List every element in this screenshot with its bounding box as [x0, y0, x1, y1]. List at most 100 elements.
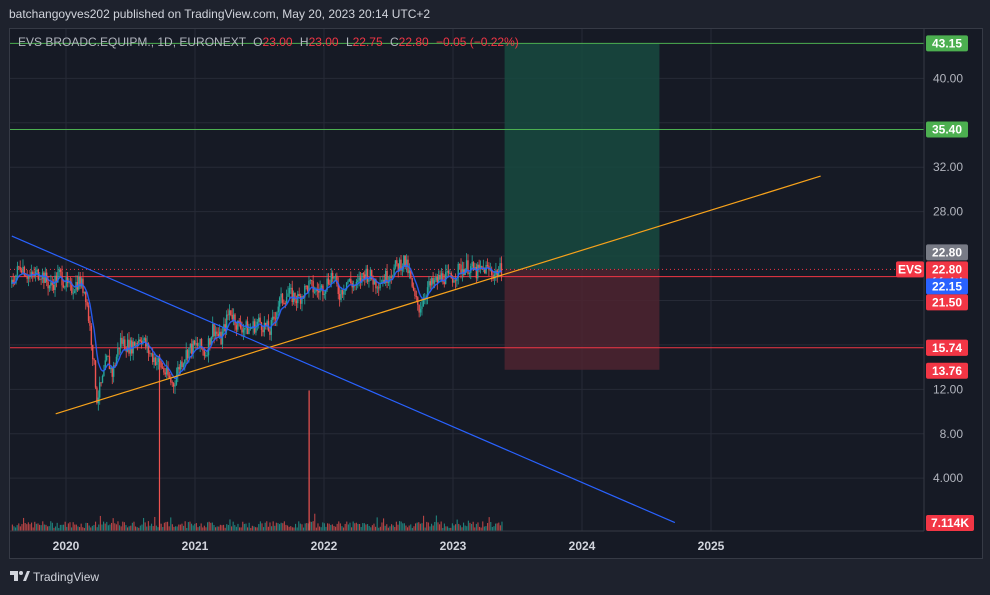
candle-body	[231, 314, 233, 320]
y-tick-label: 4.000	[933, 471, 963, 485]
candle-body	[262, 329, 264, 333]
volume-bar	[392, 525, 394, 531]
candle-body	[362, 273, 365, 275]
volume-bar	[114, 523, 116, 531]
candle-body	[341, 290, 344, 295]
volume-bar	[375, 526, 377, 531]
candle-body	[457, 263, 459, 278]
candle-body	[271, 316, 274, 320]
candle-body	[122, 339, 125, 344]
candle-body	[192, 340, 194, 354]
volume-bar	[218, 526, 220, 531]
candle-body	[235, 325, 238, 330]
candle-body	[140, 341, 143, 344]
candle-body	[90, 325, 93, 346]
volume-bar	[226, 524, 228, 531]
volume-bar	[128, 526, 130, 531]
volume-bar	[234, 525, 236, 531]
candle-body	[100, 382, 102, 384]
volume-bar	[352, 521, 354, 531]
open-value: 23.00	[262, 35, 293, 49]
volume-bar	[485, 526, 487, 531]
volume-bar	[285, 524, 287, 531]
candle-body	[111, 367, 113, 377]
candle-body	[225, 314, 228, 332]
volume-bar	[386, 524, 388, 531]
volume-bar	[219, 524, 221, 531]
y-tick-label: 28.00	[933, 205, 963, 219]
volume-bar	[171, 524, 173, 531]
candle-body	[274, 318, 277, 320]
candle-body	[79, 276, 81, 287]
volume-bar	[467, 520, 469, 531]
candle-body	[288, 288, 291, 294]
candle-body	[497, 271, 500, 277]
x-tick-label: 2023	[440, 539, 467, 553]
candle-body	[404, 255, 406, 267]
volume-bar	[58, 527, 60, 531]
candle-body	[242, 329, 245, 333]
volume-label: 7.114K	[931, 516, 969, 530]
volume-bar	[487, 523, 489, 531]
price-label-box	[926, 294, 968, 311]
volume-bar	[317, 523, 319, 531]
tradingview-brand[interactable]: TradingView	[33, 570, 100, 584]
candle-body	[147, 343, 150, 354]
volume-bar	[378, 527, 380, 531]
trendline-descending	[11, 235, 676, 524]
candle-body	[467, 260, 469, 274]
volume-bar	[168, 526, 170, 531]
volume-bar	[335, 526, 337, 531]
candle-body	[136, 343, 139, 344]
volume-bar	[341, 526, 343, 531]
candle-body	[105, 355, 108, 361]
volume-bar	[336, 523, 338, 531]
candle-body	[308, 280, 310, 292]
candle-body	[311, 280, 313, 282]
candle-body	[218, 331, 221, 336]
volume-bar	[261, 523, 263, 531]
volume-bar	[120, 526, 122, 531]
candle-body	[85, 291, 87, 302]
volume-bar	[130, 525, 132, 531]
volume-bar	[37, 523, 39, 531]
volume-bar	[143, 517, 145, 531]
volume-bar	[346, 521, 348, 531]
volume-bar	[328, 523, 330, 531]
low-value: 22.75	[352, 35, 383, 49]
chart-frame[interactable]	[9, 28, 983, 559]
volume-bars	[11, 355, 503, 531]
candle-body	[384, 270, 387, 284]
volume-bar	[391, 524, 393, 531]
volume-bar	[280, 522, 282, 531]
volume-bar	[381, 522, 383, 531]
volume-bar	[27, 522, 29, 531]
volume-bar	[431, 523, 433, 531]
candle-body	[329, 284, 331, 285]
volume-bar	[147, 521, 149, 531]
time-axis: 2020 2021 2022 2023 2024 2025	[10, 530, 924, 553]
volume-bar	[264, 522, 266, 531]
candle-body	[158, 357, 161, 362]
candle-body	[315, 288, 317, 292]
volume-bar	[333, 525, 335, 531]
plot-area	[10, 29, 924, 531]
price-label-box	[926, 339, 968, 356]
volume-bar	[80, 523, 82, 531]
volume-bar	[151, 523, 153, 531]
volume-bar	[405, 525, 407, 531]
candle-body	[209, 338, 211, 345]
volume-bar	[11, 524, 13, 531]
volume-bar	[53, 527, 55, 531]
volume-bar	[24, 522, 26, 531]
candle-body	[128, 339, 130, 354]
candle-body	[71, 283, 73, 294]
volume-bar	[229, 519, 231, 531]
candle-body	[364, 274, 366, 280]
volume-bar	[266, 521, 268, 531]
candle-body	[266, 321, 268, 327]
volume-bar	[66, 526, 68, 531]
volume-bar	[189, 521, 191, 531]
volume-bar	[423, 515, 425, 531]
